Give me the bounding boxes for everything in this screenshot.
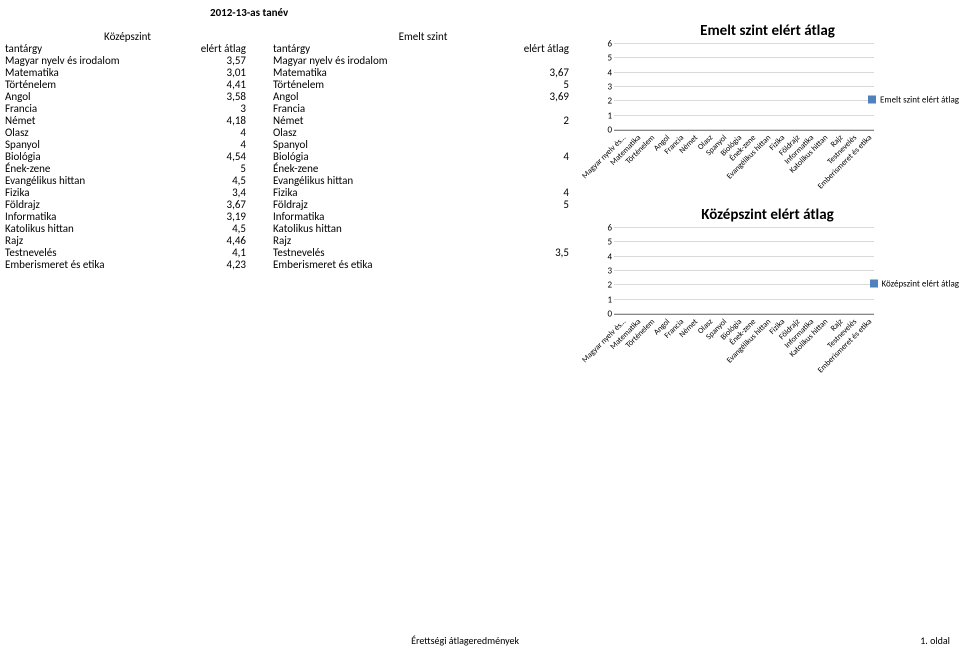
chart-title: Emelt szint elért átlag <box>600 22 935 40</box>
chart-bars <box>614 44 874 130</box>
chart-ytick: 6 <box>602 39 612 50</box>
chart-legend: Középszint elért átlag <box>870 278 959 289</box>
table-kozepszint: Középszint tantárgy elért átlag Magyar n… <box>5 30 250 271</box>
cell-subject: Emberismeret és etika <box>5 259 186 271</box>
chart-ytick: 3 <box>602 82 612 93</box>
table-row: Angol3,58 <box>5 91 250 103</box>
table-row: Német2 <box>273 115 573 127</box>
table-row: Francia3 <box>5 103 250 115</box>
chart-plot: 0123456 <box>614 228 874 315</box>
cell-value <box>509 259 573 271</box>
cell-value: 5 <box>509 199 573 211</box>
table-row: Biológia4 <box>273 151 573 163</box>
cell-subject: Történelem <box>5 79 186 91</box>
table-row: Fizika3,4 <box>5 187 250 199</box>
cell-subject: Fizika <box>273 187 509 199</box>
cell-value <box>509 223 573 235</box>
table-row: Történelem4,41 <box>5 79 250 91</box>
cell-subject: Evangélikus hittan <box>273 175 509 187</box>
legend-swatch <box>870 280 878 288</box>
table-row: Katolikus hittan4,5 <box>5 223 250 235</box>
chart-kozep: Középszint elért átlag0123456Magyar nyel… <box>600 206 935 361</box>
cell-subject: Német <box>273 115 509 127</box>
table-row: Olasz <box>273 127 573 139</box>
chart-plot: 0123456 <box>614 44 874 131</box>
chart-bars <box>614 228 874 314</box>
cell-subject: Francia <box>273 103 509 115</box>
cell-value: 4 <box>509 151 573 163</box>
chart-ytick: 4 <box>602 67 612 78</box>
page-footer: Érettségi átlageredmények 1. oldal <box>0 634 960 647</box>
table-row: Fizika4 <box>273 187 573 199</box>
chart-xlabels: Magyar nyelv és…MatematikaTörténelemAngo… <box>614 131 874 186</box>
cell-value <box>509 211 573 223</box>
table-row: Francia <box>273 103 573 115</box>
cell-subject: Emberismeret és etika <box>273 259 509 271</box>
table-row: Emberismeret és etika <box>273 259 573 271</box>
cell-subject: Olasz <box>273 127 509 139</box>
table-row: Olasz4 <box>5 127 250 139</box>
chart-ytick: 0 <box>602 125 612 136</box>
legend-label: Középszint elért átlag <box>882 278 959 289</box>
chart-ytick: 1 <box>602 294 612 305</box>
table-row: Evangélikus hittan <box>273 175 573 187</box>
page-title: 2012-13-as tanév <box>210 6 288 19</box>
chart-ytick: 0 <box>602 309 612 320</box>
cell-value: 4,23 <box>186 259 250 271</box>
table-row: Emberismeret és etika4,23 <box>5 259 250 271</box>
cell-subject: Katolikus hittan <box>273 223 509 235</box>
chart-ytick: 2 <box>602 96 612 107</box>
table-row: Spanyol4 <box>5 139 250 151</box>
cell-value: 3,69 <box>509 91 573 103</box>
chart-ytick: 3 <box>602 266 612 277</box>
chart-ytick: 2 <box>602 280 612 291</box>
chart-xlabels: Magyar nyelv és…MatematikaTörténelemAngo… <box>614 315 874 370</box>
chart-ytick: 5 <box>602 53 612 64</box>
emelt-col-avg: elért átlag <box>509 43 573 55</box>
legend-label: Emelt szint elért átlag <box>880 94 959 105</box>
footer-center: Érettségi átlageredmények <box>411 634 519 647</box>
chart-title: Középszint elért átlag <box>600 206 935 224</box>
cell-subject: Angol <box>273 91 509 103</box>
table-row: Spanyol <box>273 139 573 151</box>
kozep-rows: Magyar nyelv és irodalom3,57Matematika3,… <box>5 55 250 271</box>
cell-subject: Katolikus hittan <box>5 223 186 235</box>
legend-swatch <box>868 96 876 104</box>
cell-value: 2 <box>509 115 573 127</box>
chart-ytick: 1 <box>602 110 612 121</box>
chart-ytick: 5 <box>602 237 612 248</box>
table-row: Angol3,69 <box>273 91 573 103</box>
chart-ytick: 4 <box>602 251 612 262</box>
table-row: Katolikus hittan <box>273 223 573 235</box>
table-row: Evangélikus hittan4,5 <box>5 175 250 187</box>
cell-value: 3,5 <box>509 247 573 259</box>
cell-subject: Német <box>5 115 186 127</box>
page: 2012-13-as tanév Középszint tantárgy elé… <box>0 0 960 653</box>
chart-ytick: 6 <box>602 223 612 234</box>
cell-subject: Történelem <box>273 79 509 91</box>
table-row: Történelem5 <box>273 79 573 91</box>
footer-right: 1. oldal <box>920 634 950 647</box>
cell-value <box>509 163 573 175</box>
chart-emelt: Emelt szint elért átlag0123456Magyar nye… <box>600 22 935 177</box>
table-emelt: Emelt szint tantárgy elért átlag Magyar … <box>273 30 573 271</box>
emelt-rows: Magyar nyelv és irodalomMatematika3,67Tö… <box>273 55 573 271</box>
cell-subject: Evangélikus hittan <box>5 175 186 187</box>
chart-legend: Emelt szint elért átlag <box>868 94 959 105</box>
cell-value <box>509 127 573 139</box>
table-row: Német4,18 <box>5 115 250 127</box>
